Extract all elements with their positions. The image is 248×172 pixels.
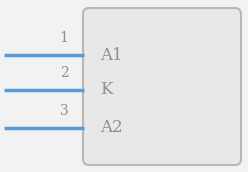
FancyBboxPatch shape — [83, 8, 241, 165]
Text: A2: A2 — [100, 120, 123, 137]
Text: 1: 1 — [60, 31, 68, 45]
Text: K: K — [100, 82, 113, 99]
Text: A1: A1 — [100, 46, 123, 63]
Text: 3: 3 — [60, 104, 68, 118]
Text: 2: 2 — [60, 66, 68, 80]
